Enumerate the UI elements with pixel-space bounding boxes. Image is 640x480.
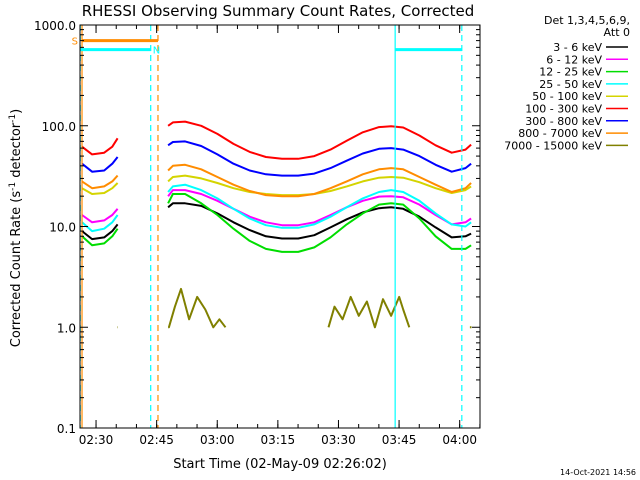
mode-label-1: N bbox=[153, 46, 160, 57]
legend-label-8: 7000 - 15000 keV bbox=[504, 139, 602, 152]
series-line-7 bbox=[81, 163, 472, 198]
legend-label-1: 6 - 12 keV bbox=[546, 53, 602, 66]
x-tick-label-0: 02:30 bbox=[79, 433, 114, 447]
legend-label-4: 50 - 100 keV bbox=[532, 90, 602, 103]
x-tick-label-3: 03:15 bbox=[261, 433, 296, 447]
series-line-4 bbox=[81, 174, 472, 197]
chart-title: RHESSI Observing Summary Count Rates, Co… bbox=[82, 2, 475, 20]
series-line-5 bbox=[81, 120, 472, 160]
legend-label-2: 12 - 25 keV bbox=[539, 66, 602, 79]
footer-timestamp: 14-Oct-2021 14:56 bbox=[560, 468, 636, 477]
y-tick-label-0: 0.1 bbox=[57, 422, 76, 436]
legend-header-line1: Det 1,3,4,5,6,9, bbox=[544, 14, 630, 27]
series-line-2 bbox=[81, 193, 472, 253]
legend-label-5: 100 - 300 keV bbox=[525, 103, 602, 116]
series-line-3 bbox=[81, 183, 472, 233]
x-tick-label-4: 03:30 bbox=[321, 433, 356, 447]
series-layer bbox=[81, 120, 472, 329]
x-tick-label-5: 03:45 bbox=[382, 433, 417, 447]
axis-layer: 0.1 1.0 10.0 100.0 1000.0 02:30 02:45 03:00 03:1… bbox=[34, 19, 481, 447]
series-line-1 bbox=[81, 189, 472, 227]
x-tick-label-6: 04:00 bbox=[442, 433, 477, 447]
y-axis-label: Corrected Count Rate (s-1 detector-1) bbox=[8, 109, 24, 347]
y-tick-label-1: 1.0 bbox=[57, 321, 76, 335]
x-tick-label-1: 02:45 bbox=[139, 433, 174, 447]
y-tick-label-4: 1000.0 bbox=[34, 19, 76, 33]
y-tick-label-2: 10.0 bbox=[49, 221, 76, 235]
legend-label-6: 300 - 800 keV bbox=[525, 115, 602, 128]
legend-label-3: 25 - 50 keV bbox=[539, 78, 602, 91]
x-axis-label: Start Time (02-May-09 02:26:02) bbox=[173, 457, 387, 472]
legend-label-7: 800 - 7000 keV bbox=[518, 127, 602, 140]
legend-label-0: 3 - 6 keV bbox=[553, 41, 602, 54]
y-tick-label-3: 100.0 bbox=[42, 120, 76, 134]
series-line-8 bbox=[117, 287, 472, 329]
legend-header-line2: Att 0 bbox=[604, 26, 630, 39]
mode-label-0: S bbox=[72, 37, 78, 48]
x-tick-label-2: 03:00 bbox=[200, 433, 235, 447]
series-line-6 bbox=[81, 140, 472, 177]
